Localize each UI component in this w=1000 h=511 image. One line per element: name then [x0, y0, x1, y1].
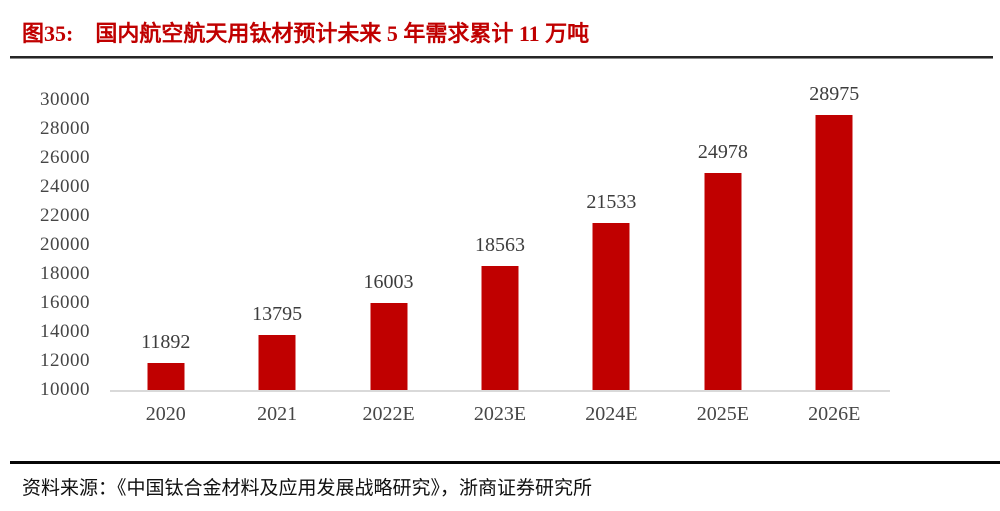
y-tick-label: 24000: [40, 176, 90, 197]
value-label-2024E: 21533: [586, 190, 637, 213]
top-divider: [10, 56, 993, 59]
figure-title: 图35: 国内航空航天用钛材预计未来 5 年需求累计 11 万吨: [22, 16, 589, 48]
bar-2024E: [592, 222, 630, 390]
x-tick-2024E: 2024E: [585, 403, 638, 425]
x-tick-2020: 2020: [145, 403, 186, 425]
bar-2020: [147, 362, 185, 390]
y-tick-label: 30000: [40, 89, 90, 110]
x-tick-2026E: 2026E: [808, 403, 861, 425]
source-note: 资料来源：《中国钛合金材料及应用发展战略研究》，浙商证券研究所: [22, 478, 593, 499]
y-tick-label: 28000: [40, 118, 90, 139]
bar-slot-2023E: 18563: [444, 100, 555, 390]
bar-slot-2022E: 16003: [333, 100, 444, 390]
value-label-2026E: 28975: [809, 82, 860, 105]
bar-2022E: [370, 302, 408, 390]
value-label-2023E: 18563: [474, 233, 525, 256]
y-tick-label: 16000: [40, 292, 90, 313]
y-axis: 30000 28000 26000 24000 22000 20000 18000 16000…: [0, 89, 98, 400]
figure-number: 图35:: [22, 21, 74, 46]
x-axis: 2020 2021 2022E 2023E 2024E 2025E 2026E: [110, 403, 890, 431]
bar-2025E: [704, 172, 742, 390]
value-label-2025E: 24978: [697, 140, 748, 163]
x-tick-2025E: 2025E: [696, 403, 749, 425]
y-tick-label: 10000: [40, 379, 90, 400]
value-label-2021: 13795: [252, 302, 303, 325]
bar-slot-2021: 13795: [221, 100, 332, 390]
y-tick-label: 26000: [40, 147, 90, 168]
value-label-2022E: 16003: [363, 270, 414, 293]
bar-slot-2024E: 21533: [556, 100, 667, 390]
x-tick-2023E: 2023E: [473, 403, 527, 425]
y-tick-label: 12000: [40, 350, 90, 371]
y-tick-label: 18000: [40, 263, 90, 284]
figure-caption: 国内航空航天用钛材预计未来 5 年需求累计 11 万吨: [95, 21, 590, 46]
plot-area: 11892 13795 16003 18563 21533 24978 28975: [110, 83, 890, 392]
x-tick-2022E: 2022E: [362, 403, 415, 425]
bar-slot-2020: 11892: [110, 100, 221, 390]
bar-2023E: [481, 265, 519, 390]
bar-2021: [258, 334, 296, 390]
bar-2026E: [815, 114, 853, 390]
y-tick-label: 20000: [40, 234, 90, 255]
x-tick-2021: 2021: [257, 403, 298, 425]
bottom-divider: [10, 461, 1000, 464]
bar-slot-2026E: 28975: [779, 83, 890, 390]
y-tick-label: 22000: [40, 205, 90, 226]
bar-slot-2025E: 24978: [667, 100, 778, 390]
value-label-2020: 11892: [141, 330, 191, 353]
y-tick-label: 14000: [40, 321, 90, 342]
